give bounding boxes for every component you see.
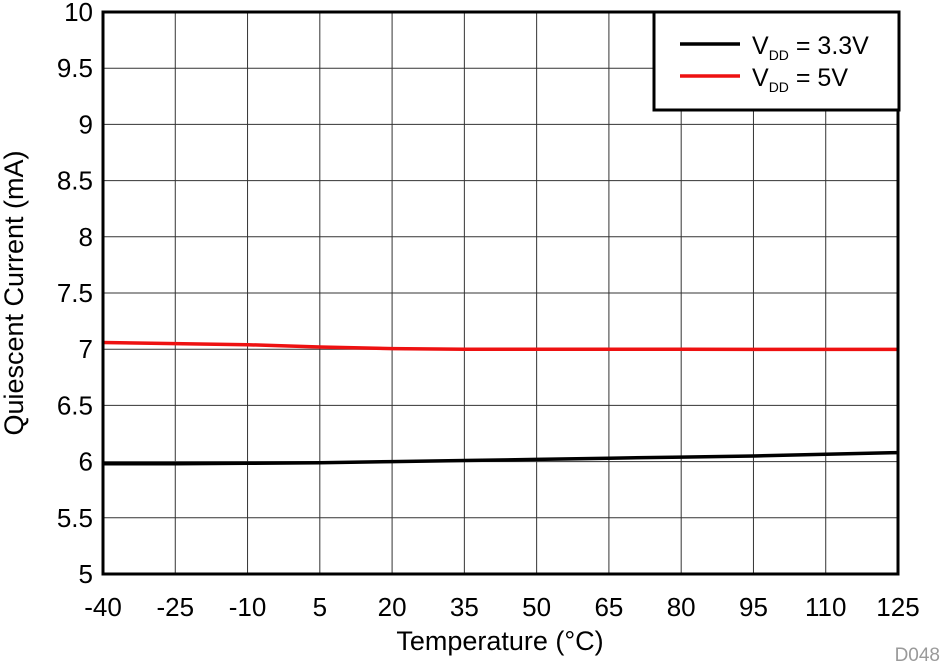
x-tick-label: 5: [313, 592, 327, 622]
series-lines: [102, 340, 899, 466]
x-tick-label: 65: [594, 592, 623, 622]
y-tick-label: 7.5: [57, 278, 93, 308]
series-line-vdd-5v: [102, 340, 898, 352]
y-tick-label: 6.5: [57, 390, 93, 420]
y-tick-label: 9.5: [57, 53, 93, 83]
x-tick-label: 20: [378, 592, 407, 622]
y-tick-label: 8: [79, 222, 93, 252]
x-tick-label: 35: [450, 592, 479, 622]
y-tick-label: 7: [79, 334, 93, 364]
x-tick-label: 95: [739, 592, 768, 622]
plot-frame: [101, 10, 900, 576]
legend-label-vdd-3v3: VDD = 3.3V: [752, 32, 869, 63]
x-tick-label: 80: [667, 592, 696, 622]
y-tick-label: 5: [79, 559, 93, 589]
legend-box: [652, 10, 901, 112]
series-line-vdd-3v3: [103, 450, 899, 466]
legend: VDD = 3.3V VDD = 5V: [652, 10, 901, 112]
y-tick-labels: 5 5.5 6 6.5 7 7.5 8 8.5 9 9.5 10: [57, 0, 93, 589]
y-tick-label: 5.5: [57, 503, 93, 533]
x-tick-label: 110: [805, 592, 846, 622]
x-tick-labels: -40 -25 -10 5 20 35 50 65 80 95 110 125: [84, 592, 919, 622]
y-tick-label: 9: [79, 109, 93, 139]
figure-code: D048: [895, 645, 940, 664]
x-tick-label: -25: [156, 592, 194, 622]
x-tick-label: 125: [876, 592, 919, 622]
legend-label-vdd-5v: VDD = 5V: [752, 64, 848, 95]
y-tick-label: 6: [79, 447, 93, 477]
y-tick-label: 10: [64, 0, 93, 27]
y-axis-title: Quiescent Current (mA): [0, 150, 29, 435]
y-tick-label: 8.5: [57, 166, 93, 196]
x-axis-title: Temperature (°C): [396, 626, 603, 656]
x-tick-label: 50: [522, 592, 551, 622]
x-tick-label: -10: [229, 592, 267, 622]
x-tick-label: -40: [84, 592, 122, 622]
